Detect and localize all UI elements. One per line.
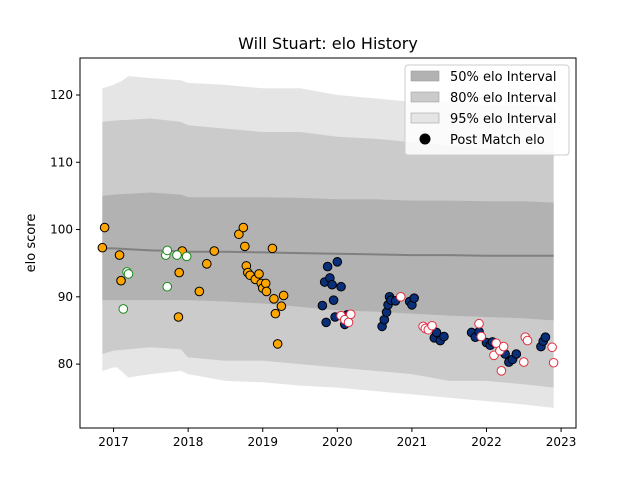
- data-point: [395, 292, 406, 302]
- x-tick-label: 2023: [546, 435, 577, 449]
- legend-label: 80% elo Interval: [450, 91, 557, 106]
- x-tick-label: 2021: [397, 435, 428, 449]
- data-point: [270, 308, 281, 319]
- data-point: [118, 304, 129, 314]
- data-point: [332, 257, 343, 267]
- data-point: [99, 222, 110, 233]
- data-point: [336, 281, 346, 292]
- data-point: [522, 335, 533, 346]
- legend-box: [404, 64, 570, 156]
- legend: 50% elo Interval 80% elo Interval 95% elo …: [404, 64, 570, 156]
- data-point: [547, 342, 557, 353]
- legend-marker: [419, 133, 431, 145]
- data-point: [174, 267, 184, 278]
- data-point: [278, 290, 289, 301]
- data-point: [97, 242, 108, 253]
- data-point: [317, 300, 328, 311]
- data-point: [540, 332, 551, 342]
- data-point: [194, 286, 205, 297]
- chart-title: Will Stuart: elo History: [238, 34, 418, 53]
- band-50-elo-interval: [102, 192, 554, 321]
- axes: 2017 2018 2019 2020 2021 2022 2023 80 90 100 110 12…: [50, 57, 577, 449]
- data-point: [409, 293, 419, 303]
- data-point: [327, 279, 337, 290]
- plot-frame: [79, 57, 577, 429]
- legend-label: 50% elo Interval: [450, 70, 557, 85]
- data-point: [173, 312, 184, 322]
- data-point: [474, 318, 484, 329]
- y-tick-label: 120: [50, 88, 73, 102]
- data-point: [439, 331, 449, 342]
- data-point: [345, 309, 356, 320]
- data-point: [240, 241, 250, 252]
- data-point: [518, 357, 529, 367]
- data-point: [162, 245, 173, 256]
- data-point: [321, 317, 331, 328]
- data-point: [162, 281, 173, 292]
- data-point: [172, 250, 182, 260]
- data-point: [234, 229, 244, 240]
- data-point: [498, 341, 509, 352]
- x-tick-label: 2018: [173, 435, 204, 449]
- data-point: [496, 366, 507, 376]
- y-tick-label: 100: [50, 223, 73, 237]
- y-axis-label: elo score: [24, 214, 39, 273]
- data-point: [261, 286, 272, 297]
- data-point: [269, 294, 279, 304]
- data-point: [476, 331, 487, 342]
- data-point: [116, 275, 126, 286]
- data-point: [511, 349, 522, 359]
- y-tick-label: 80: [58, 357, 73, 371]
- data-point: [114, 250, 125, 260]
- data-point: [181, 251, 192, 262]
- data-point: [238, 222, 249, 233]
- data-point: [427, 320, 437, 331]
- y-tick-label: 110: [50, 155, 73, 169]
- legend-label: Post Match elo: [450, 133, 545, 148]
- data-point: [328, 295, 339, 305]
- data-point: [276, 301, 287, 312]
- legend-swatch: [410, 112, 440, 124]
- legend-label: 95% elo Interval: [450, 112, 557, 127]
- plot-area: [97, 76, 559, 408]
- data-point: [123, 269, 134, 279]
- data-point: [201, 259, 212, 269]
- data-point: [322, 261, 333, 272]
- data-point: [343, 317, 354, 328]
- data-point: [209, 246, 220, 256]
- data-point: [548, 357, 559, 368]
- elo-mean-line: [102, 247, 554, 257]
- x-tick-label: 2020: [322, 435, 353, 449]
- data-point: [267, 243, 278, 254]
- data-point: [260, 278, 271, 289]
- data-point: [254, 269, 264, 279]
- legend-swatch: [410, 91, 440, 103]
- data-point: [272, 339, 283, 349]
- x-tick-label: 2019: [247, 435, 278, 449]
- x-tick-label: 2022: [471, 435, 502, 449]
- x-tick-label: 2017: [98, 435, 129, 449]
- legend-swatch: [410, 70, 440, 82]
- y-tick-label: 90: [58, 290, 73, 304]
